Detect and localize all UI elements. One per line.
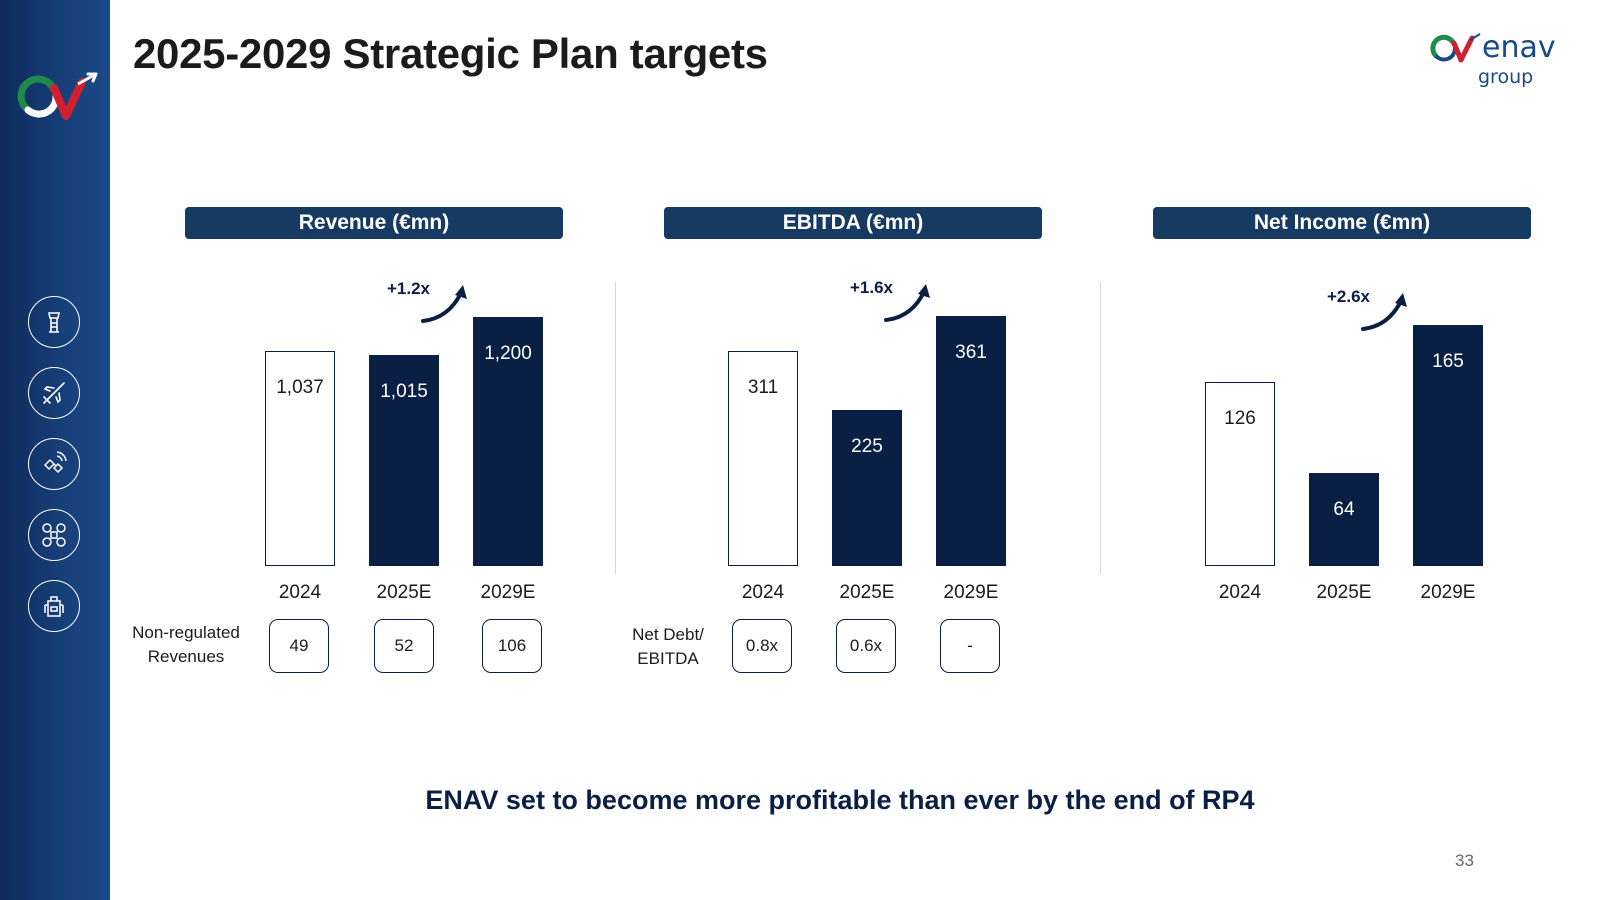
enav-group-logo: enav group	[1430, 28, 1560, 98]
ebitda-chart: 311 2024 225 2025E 361 2029E +1.6x	[683, 270, 1103, 610]
category-label: 2024	[278, 582, 322, 603]
bar-2029e	[936, 316, 1006, 566]
page-number: 33	[1455, 851, 1474, 870]
bar-2025e	[832, 410, 902, 566]
bar-value-label: 225	[851, 436, 883, 457]
growth-multiple-label: +1.6x	[850, 278, 894, 297]
bar-2024	[1205, 382, 1275, 566]
bar-value-label: 1,037	[276, 377, 324, 398]
sidebar	[0, 0, 110, 900]
category-label: 2029E	[943, 582, 999, 603]
drone-icon[interactable]	[28, 509, 80, 561]
category-label: 2024	[1218, 582, 1262, 603]
bar-value-label: 1,015	[380, 381, 428, 402]
growth-arrow-icon	[421, 285, 467, 323]
net-debt-2024-box: 0.8x	[732, 619, 792, 673]
growth-multiple-label: +2.6x	[1327, 287, 1371, 306]
control-tower-icon[interactable]	[28, 296, 80, 348]
bar-value-label: 126	[1224, 408, 1256, 429]
growth-arrow-icon	[1361, 293, 1407, 331]
backpack-icon[interactable]	[28, 580, 80, 632]
page-title: 2025-2029 Strategic Plan targets	[133, 30, 768, 77]
revenue-header: Revenue (€mn)	[185, 207, 563, 239]
category-label: 2029E	[1420, 582, 1476, 603]
net-income-chart: 126 2024 64 2025E 165 2029E +2.6x	[1160, 270, 1580, 610]
bar-value-label: 361	[955, 342, 987, 363]
bar-2025e	[1309, 473, 1379, 566]
bar-value-label: 1,200	[484, 343, 532, 364]
brand-mark-icon	[1430, 33, 1481, 63]
growth-multiple-label: +1.2x	[387, 279, 431, 298]
ebitda-header: EBITDA (€mn)	[664, 207, 1042, 239]
brand-word: enav	[1482, 30, 1556, 65]
category-label: 2024	[741, 582, 785, 603]
bar-2029e	[1413, 325, 1483, 566]
brand-subword: group	[1478, 66, 1534, 88]
non-regulated-2029e-box: 106	[482, 619, 542, 673]
category-label: 2029E	[480, 582, 536, 603]
revenue-chart: 1,037 2024 1,015 2025E 1,200 2029E +1.2x	[220, 270, 640, 610]
category-label: 2025E	[376, 582, 432, 603]
net-debt-2029e-box: -	[940, 619, 1000, 673]
category-label: 2025E	[1316, 582, 1372, 603]
non-regulated-revenues-label: Non-regulated Revenues	[132, 623, 240, 666]
airplane-icon[interactable]	[28, 367, 80, 419]
bar-value-label: 165	[1432, 351, 1464, 372]
bar-value-label: 64	[1333, 499, 1355, 520]
bar-2025e	[369, 355, 439, 566]
bar-2029e	[473, 317, 543, 566]
tagline: ENAV set to become more profitable than …	[425, 785, 1255, 815]
non-regulated-2025e-box: 52	[374, 619, 434, 673]
net-debt-2025e-box: 0.6x	[836, 619, 896, 673]
panel-divider	[615, 282, 616, 574]
category-label: 2025E	[839, 582, 895, 603]
enav-logo-icon	[17, 72, 98, 120]
bar-2024	[265, 351, 335, 566]
growth-arrow-icon	[884, 284, 930, 322]
bar-value-label: 311	[747, 377, 779, 398]
net-debt-ebitda-label: Net Debt/ EBITDA	[632, 625, 704, 668]
non-regulated-2024-box: 49	[269, 619, 329, 673]
bar-2024	[728, 351, 798, 566]
panel-divider	[1100, 282, 1101, 574]
satellite-icon[interactable]	[28, 438, 80, 490]
net-income-header: Net Income (€mn)	[1153, 207, 1531, 239]
